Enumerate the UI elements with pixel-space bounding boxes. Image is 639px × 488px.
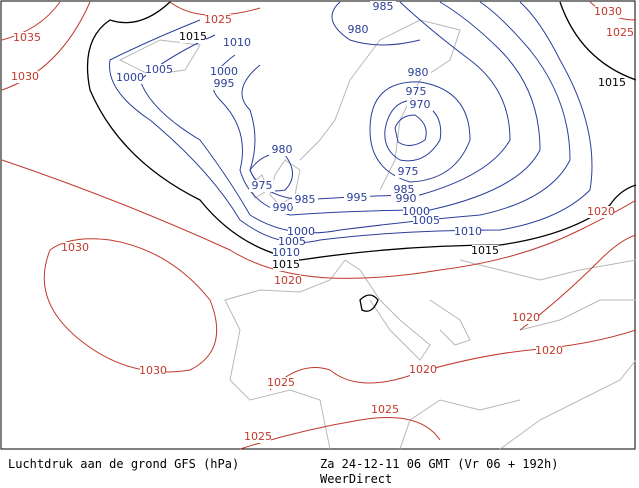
isobar-label: 1025 (606, 26, 634, 39)
label-background (270, 202, 296, 214)
isobar-label: 975 (398, 165, 419, 178)
isobar-label: 1015 (471, 244, 499, 257)
isobar-label: 1030 (11, 70, 39, 83)
isobar-label: 1030 (139, 364, 167, 377)
isobar-label: 1010 (272, 246, 300, 259)
isobar-label: 990 (273, 201, 294, 214)
isobar-label: 1025 (244, 430, 272, 443)
label-background (224, 37, 250, 49)
isobar-label: 985 (394, 183, 415, 196)
label-background (249, 180, 275, 192)
label-background (588, 206, 614, 218)
isobar-label: 1000 (116, 71, 144, 84)
isobar-labels: 1035 1030 1025 1030 1025 1030 1020 1030 1025 1020… (11, 0, 634, 443)
isobar-label: 975 (252, 179, 273, 192)
label-background (292, 194, 318, 206)
isobar-label: 1000 (210, 65, 238, 78)
label-background (370, 1, 396, 13)
label-background (269, 144, 295, 156)
isobar-label: 1005 (145, 63, 173, 76)
label-background (345, 24, 371, 36)
label-background (472, 245, 498, 257)
label-background (413, 215, 439, 227)
isobar-label: 985 (373, 0, 394, 13)
label-background (405, 67, 431, 79)
label-background (273, 247, 299, 259)
isobar-label: 1020 (512, 311, 540, 324)
isobar-label: 1035 (13, 31, 41, 44)
isobars (86, 1, 637, 312)
isobar-label: 995 (347, 191, 368, 204)
isobar-label: 1020 (409, 363, 437, 376)
label-background (344, 192, 370, 204)
label-background (14, 32, 40, 44)
isobar-label: 1030 (594, 5, 622, 18)
label-background (393, 193, 419, 205)
label-background (245, 431, 271, 443)
isobar-label: 1015 (179, 30, 207, 43)
label-background (268, 377, 294, 389)
label-background (211, 78, 237, 90)
label-background (12, 71, 38, 83)
isobar-label: 1025 (267, 376, 295, 389)
label-background (595, 6, 621, 18)
isobar-label: 980 (408, 66, 429, 79)
isobar-label: 1005 (278, 235, 306, 248)
isobar-label: 990 (396, 192, 417, 205)
isobar-label: 1000 (287, 225, 315, 238)
label-background (140, 365, 166, 377)
isobar-label: 1005 (412, 214, 440, 227)
label-background (146, 64, 172, 76)
isobar-label: 1010 (454, 225, 482, 238)
label-background (180, 31, 206, 43)
label-background (288, 226, 314, 238)
isobar-label: 1025 (371, 403, 399, 416)
label-background (211, 66, 237, 78)
label-background (455, 226, 481, 238)
label-background (279, 236, 305, 248)
map-title: Luchtdruk aan de grond GFS (hPa) (8, 457, 240, 471)
isobar-label: 1010 (223, 36, 251, 49)
isobar-label: 1015 (598, 76, 626, 89)
isobar-label: 1025 (204, 13, 232, 26)
label-background (403, 86, 429, 98)
isobar-label: 1000 (402, 205, 430, 218)
forecast-date: Za 24-12-11 06 GMT (Vr 06 + 192h) (320, 457, 559, 471)
pressure-map: 1035 1030 1025 1030 1025 1030 1020 1030 1025 1020… (0, 0, 637, 450)
isobar-label: 980 (272, 143, 293, 156)
label-background (273, 259, 299, 271)
isobar-label: 975 (406, 85, 427, 98)
isobar-label: 1015 (272, 258, 300, 271)
label-background (275, 275, 301, 287)
isobar-label: 1020 (587, 205, 615, 218)
isobar-label: 995 (214, 77, 235, 90)
isobar-label: 985 (295, 193, 316, 206)
map-frame (0, 0, 636, 450)
isobar-label: 1030 (61, 241, 89, 254)
label-background (513, 312, 539, 324)
label-background (536, 345, 562, 357)
label-background (599, 77, 625, 89)
isobar-label: 980 (348, 23, 369, 36)
source: WeerDirect (320, 472, 393, 486)
label-background (62, 242, 88, 254)
isobar-label: 970 (410, 98, 431, 111)
label-background (205, 14, 231, 26)
label-background (407, 99, 433, 111)
isobar-label: 1020 (535, 344, 563, 357)
label-background (607, 27, 633, 39)
label-background (410, 364, 436, 376)
label-background (117, 72, 143, 84)
label-background (395, 166, 421, 178)
label-background (372, 404, 398, 416)
isobar-label: 1020 (274, 274, 302, 287)
